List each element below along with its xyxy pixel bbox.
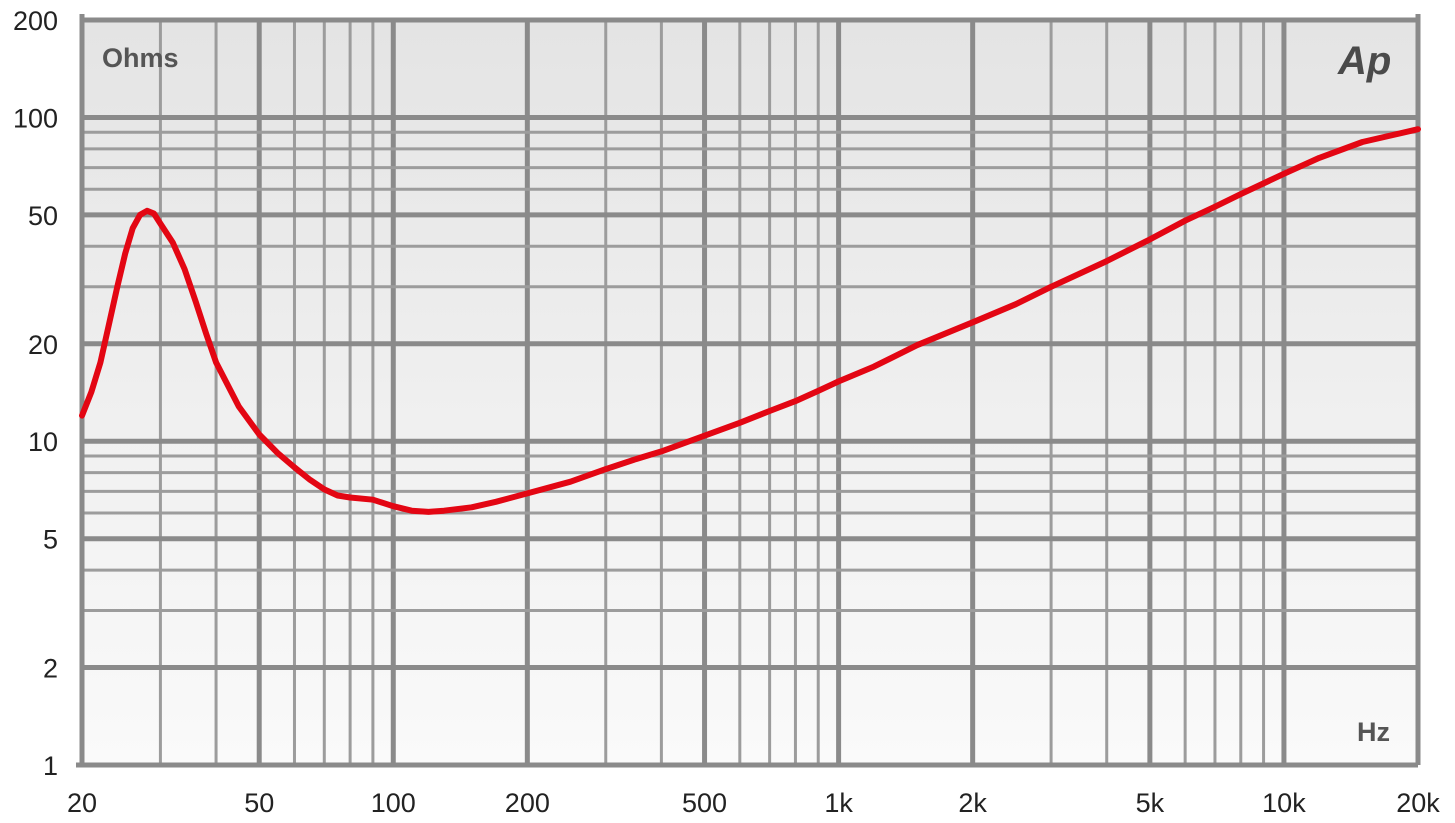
ap-logo: Ap <box>1337 39 1391 83</box>
plot-background <box>82 20 1418 765</box>
y-tick-label: 10 <box>28 427 58 457</box>
y-tick-label: 50 <box>28 201 58 231</box>
y-tick-label: 5 <box>43 525 58 555</box>
series-layer <box>79 126 1421 515</box>
x-tick-label: 100 <box>371 788 416 818</box>
x-tick-label: 5k <box>1136 788 1165 818</box>
y-tick-label: 2 <box>43 654 58 684</box>
x-tick-label: 1k <box>824 788 853 818</box>
x-tick-label: 20k <box>1396 788 1440 818</box>
y-tick-label: 20 <box>28 330 58 360</box>
x-tick-label: 200 <box>505 788 550 818</box>
axis-ticks: 1 2 5 10 20 50 100 200 20 50 100 200 500 1k 2k 5k 10k 20k <box>13 6 1440 818</box>
x-tick-label: 50 <box>244 788 274 818</box>
y-axis-label: Ohms <box>102 43 179 73</box>
impedance-curve <box>79 126 1421 515</box>
y-tick-label: 1 <box>43 751 58 781</box>
x-tick-label: 20 <box>67 788 97 818</box>
x-axis-label: Hz <box>1357 717 1390 747</box>
x-tick-label: 500 <box>682 788 727 818</box>
y-tick-label: 100 <box>13 103 58 133</box>
y-tick-label: 200 <box>13 6 58 36</box>
x-tick-label: 10k <box>1262 788 1306 818</box>
x-tick-label: 2k <box>958 788 987 818</box>
